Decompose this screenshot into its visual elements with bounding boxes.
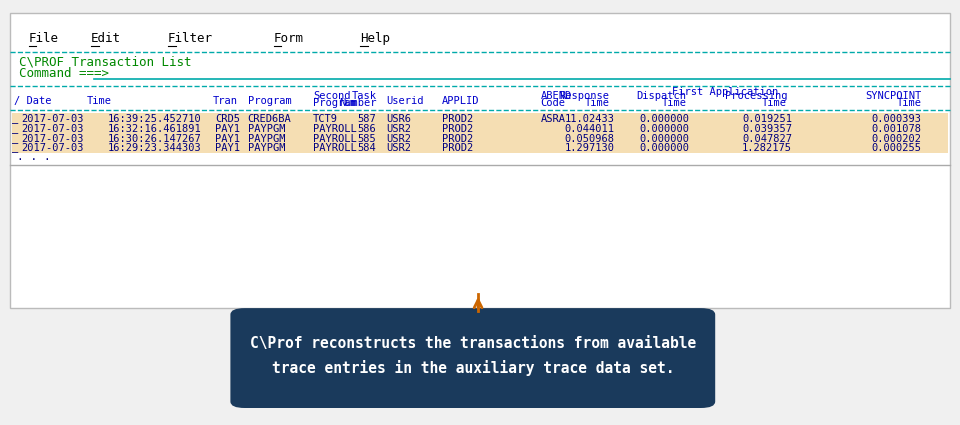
Text: 0.000000: 0.000000 (639, 114, 689, 124)
Text: Second: Second (313, 91, 350, 101)
FancyBboxPatch shape (12, 133, 948, 144)
Text: PAYROLL: PAYROLL (313, 143, 357, 153)
Text: ABEND: ABEND (540, 91, 572, 101)
Text: Userid: Userid (386, 96, 423, 106)
Text: 0.000000: 0.000000 (639, 143, 689, 153)
Text: Filter: Filter (168, 32, 213, 45)
Text: CRED6BA: CRED6BA (248, 114, 292, 124)
Text: PAYPGM: PAYPGM (248, 124, 285, 134)
Text: 2017-07-03: 2017-07-03 (21, 114, 84, 124)
Text: TCT9: TCT9 (313, 114, 338, 124)
Text: First Application: First Application (672, 87, 778, 97)
Text: _: _ (12, 143, 19, 153)
Text: 0.000000: 0.000000 (639, 133, 689, 144)
Text: Time: Time (762, 98, 787, 108)
Text: USR6: USR6 (386, 114, 411, 124)
Text: PAYPGM: PAYPGM (248, 133, 285, 144)
Text: 2017-07-03: 2017-07-03 (21, 124, 84, 134)
Text: Time: Time (897, 98, 922, 108)
Text: 586: 586 (357, 124, 376, 134)
Text: Command ===>: Command ===> (19, 67, 109, 79)
Text: PAY1: PAY1 (215, 143, 240, 153)
Text: Time: Time (585, 98, 610, 108)
Text: Code: Code (540, 98, 565, 108)
Text: PAYROLL: PAYROLL (313, 124, 357, 134)
Text: C\Prof reconstructs the transactions from available
trace entries in the auxilia: C\Prof reconstructs the transactions fro… (251, 336, 696, 376)
Text: Help: Help (360, 32, 390, 45)
FancyBboxPatch shape (12, 123, 948, 134)
FancyBboxPatch shape (12, 142, 948, 153)
Text: PROD2: PROD2 (442, 143, 473, 153)
Text: 0.050968: 0.050968 (564, 133, 614, 144)
Text: 0.000255: 0.000255 (872, 143, 922, 153)
Text: 0.044011: 0.044011 (564, 124, 614, 134)
Text: 0.001078: 0.001078 (872, 124, 922, 134)
Text: Time: Time (661, 98, 686, 108)
Text: 2017-07-03: 2017-07-03 (21, 143, 84, 153)
Text: PROD2: PROD2 (442, 124, 473, 134)
Text: Number: Number (339, 98, 376, 108)
Text: ASRA: ASRA (540, 114, 565, 124)
Text: PAYPGM: PAYPGM (248, 143, 285, 153)
Text: 0.019251: 0.019251 (742, 114, 792, 124)
Text: Program: Program (313, 98, 357, 108)
Text: _: _ (12, 133, 19, 144)
Text: . . .: . . . (17, 152, 51, 162)
Text: 16:29:23.344303: 16:29:23.344303 (108, 143, 202, 153)
Text: CRD5: CRD5 (215, 114, 240, 124)
FancyBboxPatch shape (12, 113, 948, 124)
Text: _: _ (12, 114, 19, 124)
Text: _: _ (12, 124, 19, 134)
Text: Tran: Tran (213, 96, 238, 106)
Text: 585: 585 (357, 133, 376, 144)
Text: Program: Program (248, 96, 292, 106)
Text: 0.000202: 0.000202 (872, 133, 922, 144)
Text: PROD2: PROD2 (442, 133, 473, 144)
Text: / Date: / Date (14, 96, 52, 106)
Text: USR2: USR2 (386, 143, 411, 153)
Text: 0.047827: 0.047827 (742, 133, 792, 144)
Text: 16:30:26.147267: 16:30:26.147267 (108, 133, 202, 144)
Text: Response: Response (560, 91, 610, 101)
Text: 16:39:25.452710: 16:39:25.452710 (108, 114, 202, 124)
FancyBboxPatch shape (10, 13, 950, 308)
Text: PAY1: PAY1 (215, 133, 240, 144)
Text: Task: Task (351, 91, 376, 101)
Text: Edit: Edit (91, 32, 121, 45)
Text: Time: Time (86, 96, 111, 106)
Text: 1.282175: 1.282175 (742, 143, 792, 153)
Text: 0.000393: 0.000393 (872, 114, 922, 124)
Text: Form: Form (274, 32, 303, 45)
Text: 0.000000: 0.000000 (639, 124, 689, 134)
Text: PROD2: PROD2 (442, 114, 473, 124)
Text: USR2: USR2 (386, 124, 411, 134)
Text: File: File (29, 32, 59, 45)
FancyBboxPatch shape (230, 308, 715, 408)
Text: 584: 584 (357, 143, 376, 153)
Text: PAY1: PAY1 (215, 124, 240, 134)
Text: C\PROF Transaction List: C\PROF Transaction List (19, 55, 192, 68)
Text: 0.039357: 0.039357 (742, 124, 792, 134)
Text: Processing: Processing (725, 91, 787, 101)
Text: USR2: USR2 (386, 133, 411, 144)
Text: Dispatch: Dispatch (636, 91, 686, 101)
Text: 587: 587 (357, 114, 376, 124)
Text: 11.02433: 11.02433 (564, 114, 614, 124)
Text: 16:32:16.461891: 16:32:16.461891 (108, 124, 202, 134)
Text: SYNCPOINT: SYNCPOINT (865, 91, 922, 101)
Text: PAYROLL: PAYROLL (313, 133, 357, 144)
Text: 2017-07-03: 2017-07-03 (21, 133, 84, 144)
Text: APPLID: APPLID (442, 96, 479, 106)
Text: 1.297130: 1.297130 (564, 143, 614, 153)
